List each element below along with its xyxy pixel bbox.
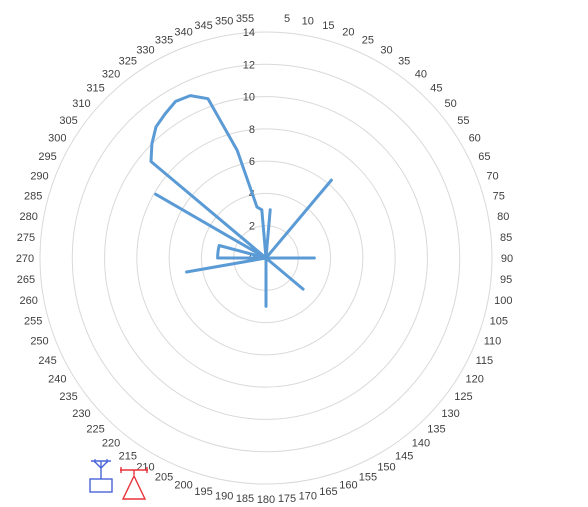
antenna-box-icon [89, 459, 113, 493]
angle-tick-label: 330 [136, 44, 154, 56]
angle-tick-label: 70 [486, 171, 498, 183]
angle-tick-label: 290 [30, 171, 48, 183]
radial-tick-label: 8 [249, 124, 255, 136]
angle-tick-label: 320 [102, 68, 120, 80]
angle-tick-label: 240 [48, 374, 66, 386]
angle-tick-label: 115 [476, 355, 494, 367]
grid-ring [39, 31, 493, 485]
angle-tick-label: 120 [466, 374, 484, 386]
angle-tick-label: 50 [444, 98, 456, 110]
grid-ring [136, 128, 396, 388]
angle-tick-label: 25 [362, 35, 374, 47]
angle-tick-label: 150 [377, 462, 395, 474]
angle-tick-label: 220 [102, 438, 120, 450]
angle-tick-label: 140 [412, 438, 430, 450]
radial-grid [39, 31, 493, 485]
angle-tick-label: 215 [119, 450, 137, 462]
angle-tick-label: 340 [174, 27, 192, 39]
angle-tick-label: 130 [441, 408, 459, 420]
grid-ring [104, 96, 428, 420]
angle-tick-label: 105 [490, 315, 508, 327]
angle-tick-label: 335 [155, 35, 173, 47]
angle-tick-label: 20 [342, 27, 354, 39]
angle-tick-label: 280 [20, 211, 38, 223]
angle-tick-label: 205 [155, 471, 173, 483]
angle-tick-label: 135 [427, 423, 445, 435]
angle-tick-label: 190 [215, 490, 233, 502]
angle-tick-label: 145 [395, 450, 413, 462]
angle-tick-label: 175 [278, 493, 296, 505]
radial-tick-label: 14 [243, 27, 255, 39]
angle-tick-label: 100 [494, 295, 512, 307]
angle-tick-label: 245 [38, 355, 56, 367]
angle-tick-label: 165 [319, 486, 337, 498]
angle-tick-label: 55 [457, 115, 469, 127]
angle-tick-label: 90 [501, 253, 513, 265]
angle-tick-label: 180 [257, 494, 275, 506]
grid-ring [168, 160, 364, 356]
angle-tick-label: 250 [30, 335, 48, 347]
angle-tick-label: 110 [484, 335, 502, 347]
angle-tick-label: 95 [500, 274, 512, 286]
angle-tick-label: 80 [497, 211, 509, 223]
angle-tick-label: 270 [16, 253, 34, 265]
angle-tick-label: 40 [415, 68, 427, 80]
radial-tick-label: 2 [249, 221, 255, 233]
angle-tick-label: 345 [194, 20, 212, 32]
grid-ring [200, 192, 332, 324]
triangle-marker-icon [120, 467, 148, 500]
angle-tick-label: 75 [493, 191, 505, 203]
angle-tick-label: 350 [215, 16, 233, 28]
angle-tick-label: 15 [322, 20, 334, 32]
angle-tick-label: 65 [478, 151, 490, 163]
angle-tick-label: 160 [339, 480, 357, 492]
angle-tick-label: 275 [17, 232, 35, 244]
angle-tick-label: 305 [59, 115, 77, 127]
angle-tick-label: 10 [302, 16, 314, 28]
radial-tick-label: 6 [249, 156, 255, 168]
angle-tick-label: 185 [236, 493, 254, 505]
angle-tick-label: 35 [398, 56, 410, 68]
angle-tick-label: 260 [20, 295, 38, 307]
angle-tick-label: 210 [136, 462, 154, 474]
angle-tick-label: 235 [59, 391, 77, 403]
angle-tick-label: 265 [17, 274, 35, 286]
angle-tick-label: 125 [454, 391, 472, 403]
angle-tick-label: 200 [174, 480, 192, 492]
grid-ring [71, 63, 461, 453]
angle-tick-label: 225 [86, 423, 104, 435]
radial-tick-label: 10 [243, 92, 255, 104]
data-series [149, 94, 333, 308]
angle-tick-label: 60 [469, 133, 481, 145]
angle-tick-label: 285 [24, 191, 42, 203]
angle-tick-label: 30 [380, 44, 392, 56]
series-line [149, 94, 333, 308]
angle-tick-label: 310 [72, 98, 90, 110]
angle-tick-label: 230 [72, 408, 90, 420]
angle-tick-label: 255 [24, 315, 42, 327]
bottom-icons [89, 459, 148, 500]
angle-tick-label: 355 [236, 13, 254, 25]
angle-tick-label: 325 [119, 56, 137, 68]
angle-tick-label: 315 [86, 83, 104, 95]
angle-tick-label: 295 [38, 151, 56, 163]
angle-tick-label: 45 [430, 83, 442, 95]
angle-tick-label: 155 [359, 471, 377, 483]
angle-tick-label: 195 [194, 486, 212, 498]
angle-tick-label: 5 [284, 13, 290, 25]
angle-tick-label: 170 [299, 490, 317, 502]
angle-tick-label: 300 [48, 133, 66, 145]
angle-tick-label: 85 [500, 232, 512, 244]
radial-tick-label: 12 [243, 59, 255, 71]
